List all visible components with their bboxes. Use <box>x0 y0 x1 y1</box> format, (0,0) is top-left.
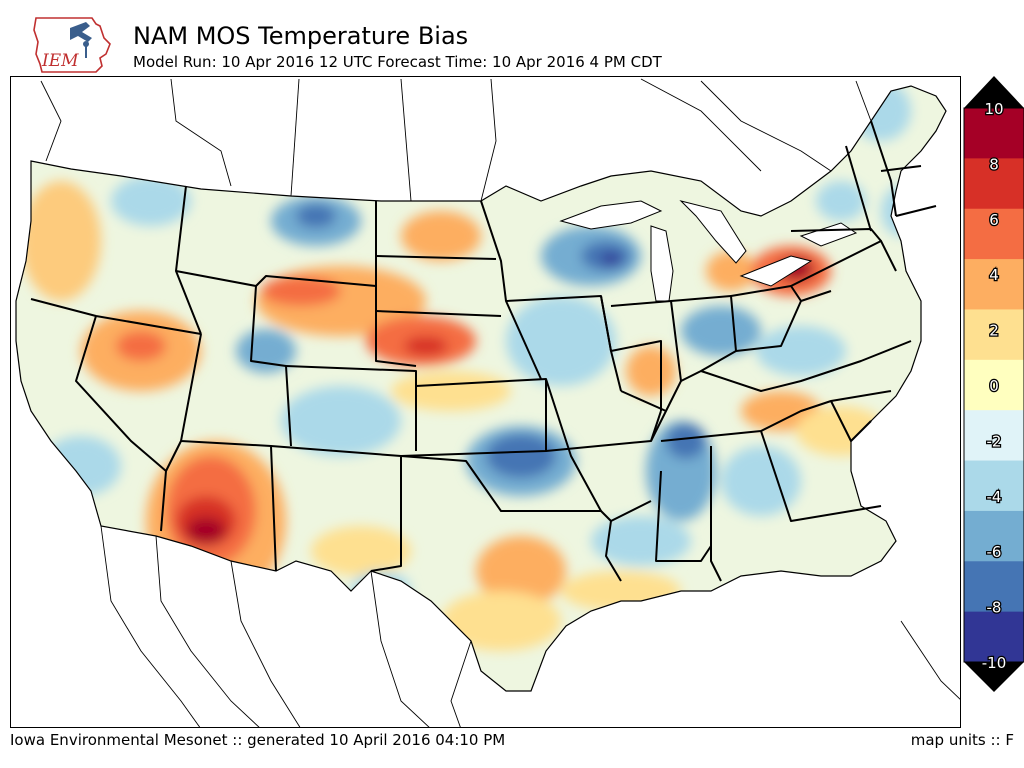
colorbar-band <box>964 359 1024 411</box>
colorbar-band <box>964 259 1024 310</box>
state-borders <box>30 120 937 582</box>
map-subtitle: Model Run: 10 Apr 2016 12 UTC Forecast T… <box>133 53 662 71</box>
colorbar-band <box>964 208 1024 260</box>
map-panel <box>10 76 961 728</box>
colorbar-tick-label: -4 <box>987 488 1002 506</box>
colorbar-bands <box>964 108 1024 663</box>
colorbar-band <box>964 561 1024 613</box>
footer-credit: Iowa Environmental Mesonet :: generated … <box>10 731 506 749</box>
colorbar-tick-label: 4 <box>989 266 999 284</box>
colorbar-band <box>964 158 1024 210</box>
colorbar-tick-label: 8 <box>989 155 999 173</box>
map-title: NAM MOS Temperature Bias <box>133 22 469 50</box>
colorbar-band <box>964 510 1024 562</box>
colorbar-tick-label: -10 <box>982 654 1007 672</box>
us-outline <box>15 85 947 692</box>
colorbar-tick-label: 2 <box>989 322 999 340</box>
colorbar-tick-label: 10 <box>984 100 1003 118</box>
bias-contours <box>16 86 946 691</box>
colorbar-band <box>964 410 1024 462</box>
colorbar-under-arrow <box>964 662 1024 692</box>
colorbar-tick-label: 6 <box>989 211 999 229</box>
colorbar-band <box>964 611 1024 663</box>
bias-map <box>15 78 960 727</box>
colorbar-tick-label: -6 <box>987 543 1002 561</box>
colorbar-band <box>964 108 1024 159</box>
colorbar-ticks: 10 8 6 4 2 0 -2 -4 -6 -8 -10 <box>981 99 1008 674</box>
colorbar-tick-label: -2 <box>987 432 1002 450</box>
iem-logo: IEM <box>33 17 111 73</box>
footer-units: map units :: F <box>910 731 1014 749</box>
logo-text: IEM <box>41 51 79 71</box>
colorbar-tick-label: -8 <box>987 599 1002 617</box>
colorbar-band <box>964 460 1024 512</box>
colorbar-over-arrow <box>964 76 1024 108</box>
colorbar-band <box>964 309 1024 361</box>
colorbar-legend: 10 8 6 4 2 0 -2 -4 -6 -8 -10 <box>963 76 1024 692</box>
colorbar-tick-label: 0 <box>989 377 999 395</box>
neighbor-borders <box>40 78 960 727</box>
